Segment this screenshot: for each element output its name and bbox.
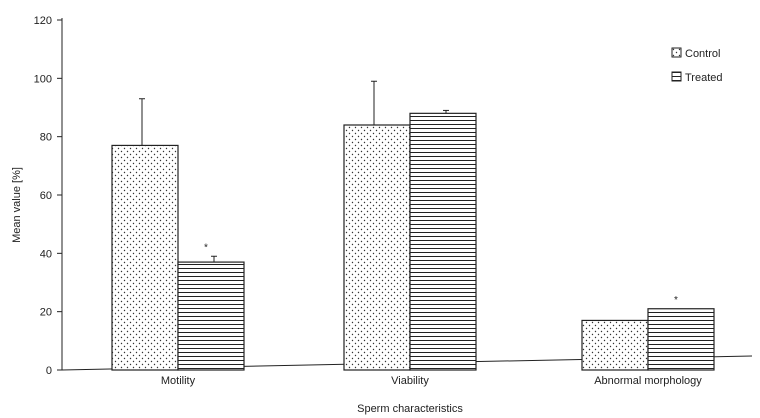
y-axis: 0 20 40 60 80 100 120 — [34, 15, 63, 377]
bars: * Motility Viability * Abnormal morphology — [111, 80, 715, 387]
y-axis-title: Mean value [%] — [11, 167, 23, 243]
legend-swatch-treated — [671, 71, 682, 82]
x-tick-label: Abnormal morphology — [594, 375, 702, 387]
significance-marker: * — [204, 242, 208, 253]
y-tick-label: 40 — [40, 248, 52, 260]
y-tick-label: 20 — [40, 307, 52, 319]
x-axis-title: Sperm characteristics — [357, 403, 463, 415]
bar-control — [581, 319, 649, 371]
legend-swatch-control — [671, 47, 682, 58]
y-tick-label: 100 — [34, 73, 52, 85]
y-tick-label: 60 — [40, 190, 52, 202]
bar-treated — [177, 261, 245, 371]
x-tick-label: Viability — [391, 375, 429, 387]
bar-treated — [409, 112, 477, 371]
significance-marker: * — [674, 295, 678, 306]
y-tick-label: 0 — [46, 365, 52, 377]
y-tick-label: 80 — [40, 132, 52, 144]
bar-treated — [647, 308, 715, 371]
x-tick-label: Motility — [161, 375, 196, 387]
legend: Control Treated — [671, 47, 723, 84]
y-tick-label: 120 — [34, 15, 52, 27]
legend-label-control: Control — [685, 48, 720, 60]
bar-control — [343, 124, 411, 371]
legend-label-treated: Treated — [685, 72, 723, 84]
bar-control — [111, 144, 179, 371]
